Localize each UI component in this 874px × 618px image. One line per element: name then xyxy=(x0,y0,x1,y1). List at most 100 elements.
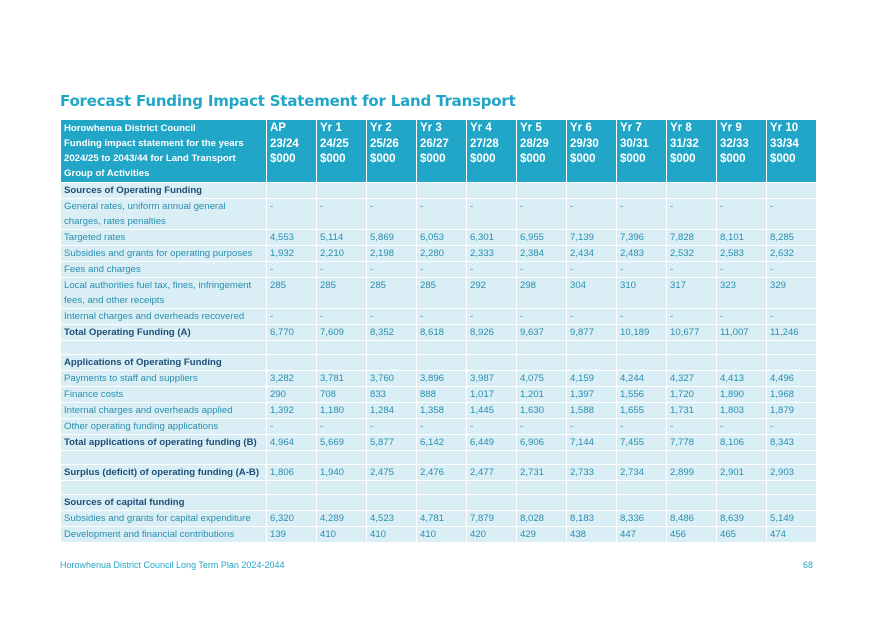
cell-value xyxy=(366,450,417,465)
cell-value xyxy=(566,354,617,371)
cell-value: - xyxy=(666,308,717,325)
row-label: Total applications of operating funding … xyxy=(60,434,267,451)
cell-value: 329 xyxy=(766,277,817,309)
cell-value: 7,144 xyxy=(566,434,617,451)
cell-value: 10,189 xyxy=(616,324,667,341)
cell-value: 3,781 xyxy=(316,370,367,387)
cell-value: 1,358 xyxy=(416,402,467,419)
column-header-line: $000 xyxy=(320,153,346,165)
cell-value xyxy=(516,354,567,371)
row-label: Local authorities fuel tax, fines, infri… xyxy=(60,277,267,309)
column-header-line: Yr 4 xyxy=(470,122,492,134)
cell-value: 4,781 xyxy=(416,510,467,527)
column-header-line: $000 xyxy=(470,153,496,165)
cell-value xyxy=(516,182,567,199)
cell-value xyxy=(516,450,567,465)
cell-value: 5,877 xyxy=(366,434,417,451)
cell-value xyxy=(516,494,567,511)
header-label-line: 2024/25 to 2043/44 for Land Transport xyxy=(64,153,236,164)
cell-value: 2,903 xyxy=(766,464,817,481)
cell-value xyxy=(566,340,617,355)
spacer-row xyxy=(60,340,817,355)
cell-value: 708 xyxy=(316,386,367,403)
cell-value: 2,733 xyxy=(566,464,617,481)
cell-value xyxy=(416,354,467,371)
cell-value: - xyxy=(666,418,717,435)
cell-value: 9,877 xyxy=(566,324,617,341)
cell-value: 8,336 xyxy=(616,510,667,527)
cell-value: 11,246 xyxy=(766,324,817,341)
cell-value xyxy=(566,450,617,465)
cell-value xyxy=(266,450,317,465)
cell-value: - xyxy=(666,198,717,230)
cell-value: 1,445 xyxy=(466,402,517,419)
row-label: Sources of Operating Funding xyxy=(60,182,267,199)
table-row: Subsidies and grants for capital expendi… xyxy=(60,510,817,527)
funding-impact-table: Horowhenua District Council Funding impa… xyxy=(60,119,817,543)
cell-value xyxy=(666,450,717,465)
cell-value: - xyxy=(566,198,617,230)
cell-value: 292 xyxy=(466,277,517,309)
cell-value: 4,496 xyxy=(766,370,817,387)
row-label: Targeted rates xyxy=(60,229,267,246)
cell-value xyxy=(366,354,417,371)
page-number: 68 xyxy=(803,560,814,570)
cell-value: 1,720 xyxy=(666,386,717,403)
cell-value: - xyxy=(616,418,667,435)
cell-value: 1,968 xyxy=(766,386,817,403)
cell-value: 3,987 xyxy=(466,370,517,387)
cell-value xyxy=(466,494,517,511)
column-header: Yr 6 29/30 $000 xyxy=(566,119,617,183)
spacer-row xyxy=(60,450,817,465)
column-header: Yr 7 30/31 $000 xyxy=(616,119,667,183)
cell-value xyxy=(766,182,817,199)
column-header-line: Yr 5 xyxy=(520,122,542,134)
cell-value: 2,901 xyxy=(716,464,767,481)
row-label xyxy=(60,340,267,355)
cell-value xyxy=(416,450,467,465)
cell-value: - xyxy=(716,261,767,278)
cell-value: - xyxy=(666,261,717,278)
cell-value: 6,053 xyxy=(416,229,467,246)
row-label: Other operating funding applications xyxy=(60,418,267,435)
column-header-line: Yr 10 xyxy=(770,122,799,134)
cell-value: 2,632 xyxy=(766,245,817,262)
cell-value: 298 xyxy=(516,277,567,309)
cell-value: 1,556 xyxy=(616,386,667,403)
column-header-line: 26/27 xyxy=(420,137,449,150)
row-label: Surplus (deficit) of operating funding (… xyxy=(60,464,267,481)
cell-value: 410 xyxy=(416,526,467,543)
cell-value: 1,392 xyxy=(266,402,317,419)
cell-value: 7,778 xyxy=(666,434,717,451)
cell-value: - xyxy=(316,198,367,230)
cell-value: 3,282 xyxy=(266,370,317,387)
page-title: Forecast Funding Impact Statement for La… xyxy=(60,92,516,110)
table-row: Fees and charges - - - - - - - - - - - xyxy=(60,261,817,278)
cell-value: 2,731 xyxy=(516,464,567,481)
cell-value: 1,803 xyxy=(716,402,767,419)
column-header-line: 29/30 xyxy=(570,137,599,150)
column-header-line: $000 xyxy=(420,153,446,165)
row-label xyxy=(60,450,267,465)
cell-value: 8,618 xyxy=(416,324,467,341)
cell-value: 8,343 xyxy=(766,434,817,451)
cell-value xyxy=(516,480,567,495)
cell-value: 317 xyxy=(666,277,717,309)
cell-value xyxy=(416,182,467,199)
row-label xyxy=(60,480,267,495)
cell-value xyxy=(616,480,667,495)
cell-value: 447 xyxy=(616,526,667,543)
column-header-line: $000 xyxy=(570,153,596,165)
cell-value: 310 xyxy=(616,277,667,309)
cell-value: 2,210 xyxy=(316,245,367,262)
cell-value: 465 xyxy=(716,526,767,543)
cell-value xyxy=(716,354,767,371)
cell-value xyxy=(466,182,517,199)
cell-value xyxy=(766,494,817,511)
cell-value: - xyxy=(416,198,467,230)
cell-value: 139 xyxy=(266,526,317,543)
cell-value: 2,475 xyxy=(366,464,417,481)
cell-value: 9,637 xyxy=(516,324,567,341)
cell-value xyxy=(716,494,767,511)
column-header-line: 23/24 xyxy=(270,137,299,150)
